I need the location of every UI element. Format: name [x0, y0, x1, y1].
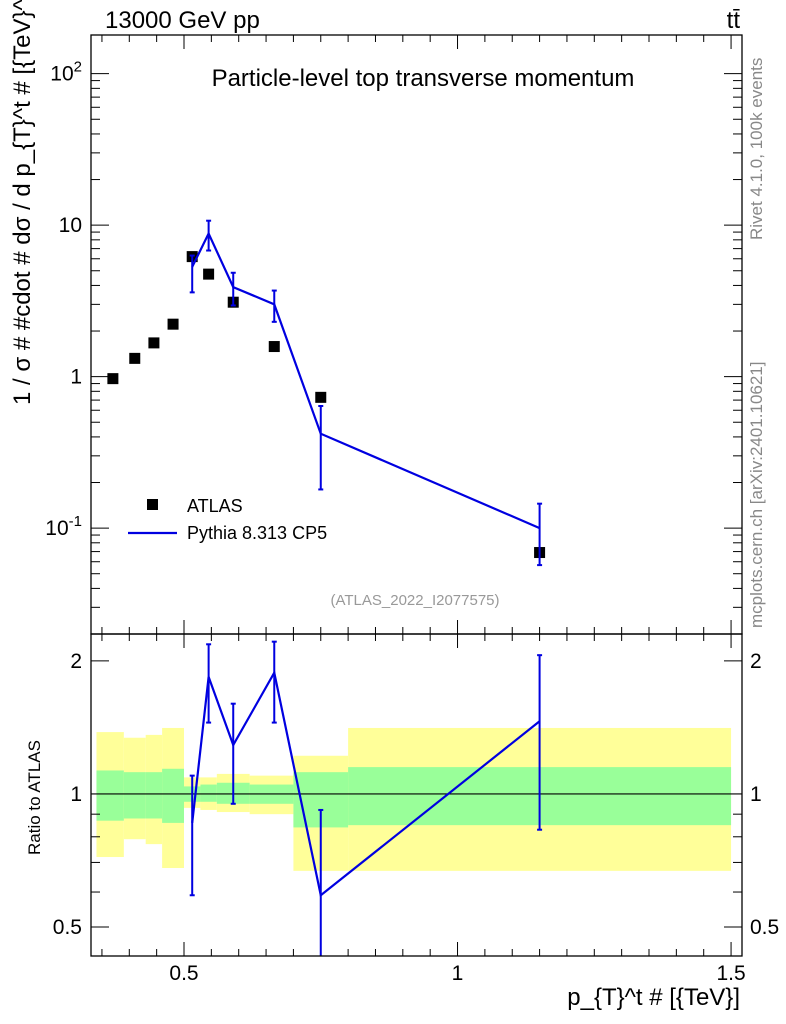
- legend-atlas-label: ATLAS: [187, 496, 243, 516]
- ratio-tick-label-right: 2: [750, 650, 762, 673]
- energy-label: 13000 GeV pp: [105, 7, 260, 34]
- x-tick-label: 1: [452, 962, 464, 985]
- data-series: [107, 219, 546, 956]
- pythia-line: [191, 231, 541, 530]
- atlas-point: [203, 268, 215, 280]
- x-tick-label: 0.5: [169, 962, 198, 985]
- ratio-y-axis-label: Ratio to ATLAS: [25, 740, 44, 855]
- chart-title: Particle-level top transverse momentum: [212, 65, 635, 92]
- y-tick-label: 10: [59, 214, 82, 237]
- ratio-tick-label-left: 2: [70, 650, 82, 673]
- atlas-point: [107, 373, 119, 385]
- ratio-bands: [91, 727, 742, 871]
- ratio-stat-band: [96, 770, 124, 821]
- ratio-tick-label-left: 0.5: [53, 916, 82, 939]
- mcplots-side-label: mcplots.cern.ch [arXiv:2401.10621]: [747, 362, 766, 628]
- ratio-tick-label-right: 0.5: [750, 916, 779, 939]
- process-label: tt̄: [727, 7, 741, 34]
- legend-atlas-marker: [147, 499, 158, 510]
- atlas-point: [315, 391, 327, 403]
- pythia-ratio-line: [191, 669, 541, 898]
- rivet-side-label: Rivet 4.1.0, 100k events: [747, 58, 766, 240]
- y-tick-label: 10-1: [45, 513, 82, 540]
- ratio-tick-label-right: 1: [750, 783, 762, 806]
- atlas-point: [167, 318, 179, 330]
- ratio-stat-band: [123, 772, 146, 819]
- analysis-id: (ATLAS_2022_I2077575): [330, 592, 499, 609]
- upper-plot-frame: [90, 34, 743, 635]
- y-tick-label: 102: [50, 59, 82, 86]
- ratio-stat-band: [200, 784, 217, 802]
- x-tick-label: 1.5: [716, 962, 745, 985]
- y-axis-label: 1 / σ # #cdot # dσ / d p_{T}^t # [{TeV}^…: [9, 0, 36, 405]
- ratio-plot-frame: [90, 633, 743, 957]
- legend: ATLAS Pythia 8.313 CP5: [128, 496, 327, 543]
- ratio-stat-band: [145, 772, 163, 819]
- ratio-tick-label-left: 1: [70, 783, 82, 806]
- atlas-point: [268, 341, 280, 353]
- y-tick-label: 1: [70, 366, 82, 389]
- atlas-point: [129, 352, 141, 364]
- ratio-stat-band: [162, 768, 184, 823]
- legend-pythia-label: Pythia 8.313 CP5: [187, 523, 327, 543]
- axis-ticks: 0.5 1 1.5 10-1 1 10 102 0.5 0.5 1 1 2 2: [45, 35, 779, 985]
- x-axis-label: p_{T}^t # [{TeV}]: [567, 984, 740, 1011]
- atlas-point: [148, 337, 160, 349]
